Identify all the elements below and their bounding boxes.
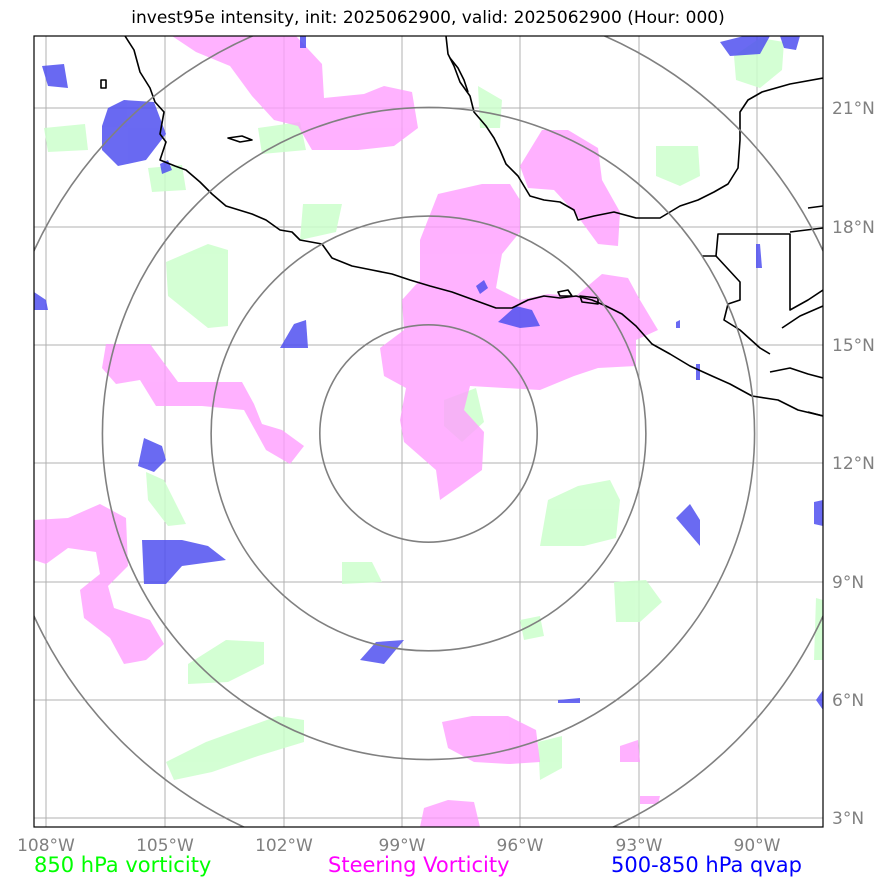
- island: [100, 79, 107, 89]
- coast-segment: [807, 205, 823, 209]
- longitude-tick-labels: 108°W 105°W 102°W 99°W 96°W 93°W 90°W: [17, 836, 781, 856]
- range-ring-1: [319, 323, 538, 543]
- vort850-blob: [478, 86, 502, 128]
- vort850-blob: [614, 580, 662, 622]
- range-ring-2: [210, 215, 647, 652]
- latitude-tick-labels: 3°N 6°N 9°N 12°N 15°N 18°N 21°N: [832, 99, 875, 829]
- lat-tick-label: 3°N: [832, 809, 864, 829]
- vort850-blob: [538, 736, 562, 780]
- qvap-blob: [558, 698, 580, 703]
- country-border: [789, 227, 823, 233]
- steering-blob: [34, 504, 164, 664]
- lon-tick-label: 90°W: [734, 836, 781, 856]
- qvap-blob: [780, 36, 800, 50]
- qvap-blob: [102, 100, 166, 166]
- vort850-blob: [146, 472, 186, 526]
- vort850-blob: [656, 146, 700, 186]
- steering-blob: [172, 36, 418, 150]
- lat-tick-label: 18°N: [832, 218, 875, 238]
- lat-tick-label: 9°N: [832, 573, 864, 593]
- qvap-blob: [756, 244, 762, 268]
- lat-tick-label: 12°N: [832, 454, 875, 474]
- steering-blob: [640, 796, 660, 804]
- legend-vorticity-850: 850 hPa vorticity: [34, 853, 212, 877]
- graticule: [34, 36, 823, 827]
- qvap-field: [34, 36, 823, 710]
- map-plot-area: [34, 36, 823, 827]
- qvap-blob: [676, 320, 680, 328]
- qvap-blob: [34, 292, 48, 310]
- lon-tick-label: 108°W: [17, 836, 75, 856]
- steering-blob: [442, 716, 540, 764]
- vort850-blob: [342, 562, 382, 584]
- qvap-blob: [816, 690, 823, 710]
- vort850-blob: [540, 480, 620, 546]
- map-title: invest95e intensity, init: 2025062900, v…: [131, 8, 725, 28]
- qvap-blob: [696, 364, 700, 380]
- vort850-blob: [166, 716, 304, 780]
- country-border: [769, 367, 823, 379]
- coast-inlet: [449, 57, 469, 93]
- coast-island: [579, 295, 599, 305]
- pacific-coastline: [124, 36, 823, 417]
- map-frame: [33, 35, 824, 828]
- qvap-blob: [138, 438, 166, 472]
- vort850-blob: [44, 124, 88, 152]
- vort850-blob: [258, 122, 306, 154]
- qvap-blob: [498, 306, 540, 328]
- vort850-blob: [166, 244, 228, 328]
- qvap-blob: [300, 36, 306, 48]
- lon-tick-label: 102°W: [255, 836, 313, 856]
- range-rings: [34, 36, 823, 827]
- qvap-blob: [360, 640, 404, 664]
- gulf-coastline: [445, 36, 823, 221]
- vort850-blob: [148, 165, 186, 192]
- vort850-blob: [188, 640, 264, 684]
- legend-steering-vorticity: Steering Vorticity: [328, 853, 510, 877]
- steering-blob-main: [380, 184, 658, 500]
- lon-tick-label: 93°W: [616, 836, 663, 856]
- qvap-blob: [280, 320, 308, 348]
- qvap-blob: [814, 500, 823, 526]
- lat-tick-label: 15°N: [832, 336, 875, 356]
- qvap-blob: [720, 36, 770, 56]
- country-border: [702, 233, 823, 311]
- country-border: [781, 305, 823, 329]
- qvap-blob: [142, 540, 226, 584]
- country-border: [715, 255, 771, 355]
- steering-blob: [102, 344, 304, 464]
- lat-tick-label: 21°N: [832, 99, 875, 119]
- coast-segment: [807, 411, 823, 417]
- steering-blob: [620, 740, 640, 762]
- steering-blob: [420, 800, 480, 827]
- lon-tick-label: 105°W: [136, 836, 194, 856]
- vort850-blob: [814, 598, 823, 660]
- coastlines: [100, 36, 823, 417]
- lon-tick-label: 99°W: [379, 836, 426, 856]
- qvap-blob: [42, 64, 68, 88]
- steering-vorticity-field: [34, 36, 660, 827]
- island: [227, 135, 253, 143]
- steering-blob: [520, 130, 620, 246]
- range-ring-3: [101, 106, 756, 761]
- lon-tick-label: 96°W: [497, 836, 544, 856]
- vort850-blob: [300, 204, 342, 240]
- qvap-blob: [476, 280, 488, 294]
- legend-qvap: 500-850 hPa qvap: [611, 853, 802, 877]
- lat-tick-label: 6°N: [832, 691, 864, 711]
- qvap-blob: [676, 504, 700, 546]
- coast-island: [557, 289, 573, 297]
